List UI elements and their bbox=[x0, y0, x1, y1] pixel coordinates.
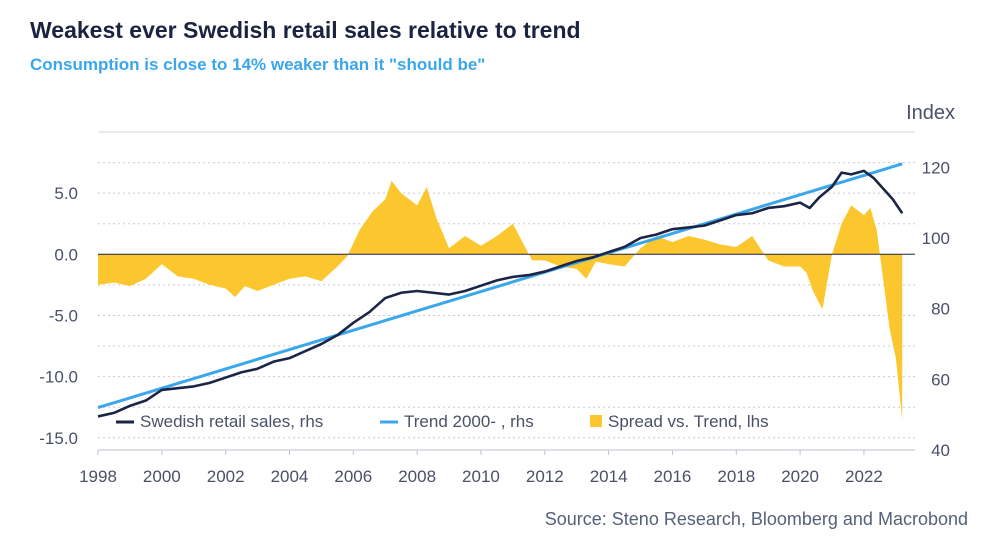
legend-label-retail: Swedish retail sales, rhs bbox=[140, 412, 323, 431]
right-tick-label: 60 bbox=[931, 370, 950, 389]
right-axis-ticks: 40 60 80 100 120 bbox=[922, 158, 950, 460]
left-tick-label: 5.0 bbox=[54, 184, 78, 203]
right-axis-label: Index bbox=[906, 102, 955, 124]
left-axis-ticks: -15.0 -10.0 -5.0 0.0 5.0 bbox=[39, 184, 78, 448]
left-tick-label: -10.0 bbox=[39, 368, 78, 387]
x-tick-label: 2020 bbox=[781, 467, 819, 486]
x-tick-label: 2002 bbox=[207, 467, 245, 486]
x-tick-label: 2006 bbox=[334, 467, 372, 486]
chart-title: Weakest ever Swedish retail sales relati… bbox=[30, 17, 581, 43]
retail-sales-line bbox=[97, 169, 904, 418]
x-tick-label: 2010 bbox=[462, 467, 500, 486]
x-tick-label: 2016 bbox=[654, 467, 692, 486]
retail-sales-path bbox=[97, 169, 904, 418]
legend-swatch-spread bbox=[590, 415, 602, 427]
x-tick-label: 2008 bbox=[398, 467, 436, 486]
legend: Swedish retail sales, rhs Trend 2000- , r… bbox=[116, 412, 769, 431]
x-tick-label: 2014 bbox=[590, 467, 628, 486]
spread-area bbox=[98, 180, 903, 420]
x-axis-ticks: 1998 2000 2002 2004 2006 2008 2010 2012 2014 2016… bbox=[79, 450, 883, 486]
x-tick-label: 2004 bbox=[271, 467, 309, 486]
chart-subtitle: Consumption is close to 14% weaker than … bbox=[30, 55, 486, 74]
x-tick-label: 2018 bbox=[717, 467, 755, 486]
left-tick-label: -15.0 bbox=[39, 429, 78, 448]
right-tick-label: 80 bbox=[931, 300, 950, 319]
legend-label-trend: Trend 2000- , rhs bbox=[404, 412, 534, 431]
right-tick-label: 100 bbox=[922, 229, 950, 248]
left-tick-label: -5.0 bbox=[49, 306, 78, 325]
trend-line bbox=[97, 162, 903, 410]
x-tick-label: 1998 bbox=[79, 467, 117, 486]
left-tick-label: 0.0 bbox=[54, 245, 78, 264]
right-tick-label: 40 bbox=[931, 441, 950, 460]
x-tick-label: 2022 bbox=[845, 467, 883, 486]
gridlines bbox=[98, 162, 915, 439]
trend-line-path bbox=[97, 162, 903, 410]
source-note: Source: Steno Research, Bloomberg and Ma… bbox=[544, 509, 968, 529]
spread-area-path bbox=[98, 180, 903, 420]
x-tick-label: 2000 bbox=[143, 467, 181, 486]
axis-frame bbox=[98, 131, 915, 451]
x-tick-label: 2012 bbox=[526, 467, 564, 486]
legend-label-spread: Spread vs. Trend, lhs bbox=[608, 412, 769, 431]
right-tick-label: 120 bbox=[922, 158, 950, 177]
